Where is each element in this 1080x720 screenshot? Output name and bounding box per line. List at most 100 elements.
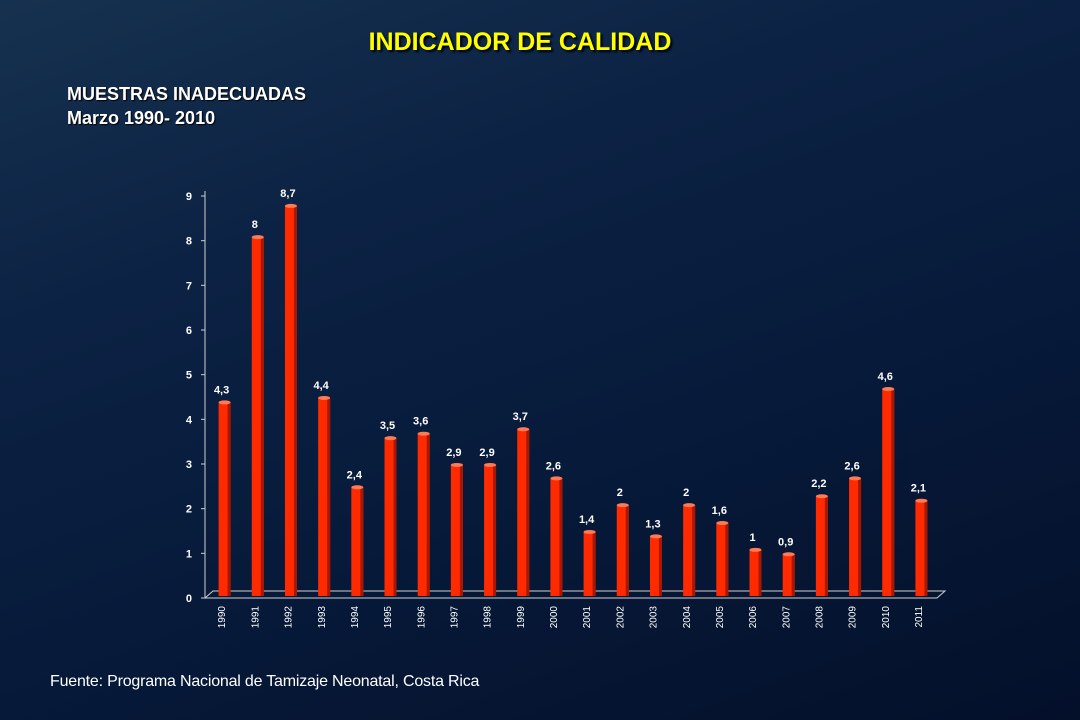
bar xyxy=(616,503,629,596)
x-tick-label: 1994 xyxy=(350,606,361,629)
chart-x-ticks: 1990 1991 1992 1993 1994 1995 1996 1997 1998 1999… xyxy=(217,606,925,629)
bar-top xyxy=(716,521,729,526)
bar xyxy=(649,534,662,596)
bar-side xyxy=(393,438,397,596)
bar-top xyxy=(484,462,497,467)
bar-top xyxy=(351,485,364,490)
bar xyxy=(417,431,430,596)
bar-value-label: 2,9 xyxy=(446,447,461,459)
bar xyxy=(517,427,530,596)
bar-side xyxy=(559,478,563,596)
y-tick-label: 7 xyxy=(186,280,192,292)
bar-side xyxy=(592,531,596,596)
bar-value-label: 0,9 xyxy=(778,536,793,548)
bar-value-label: 8 xyxy=(252,219,258,231)
x-tick-label: 1993 xyxy=(317,606,328,629)
bar-side xyxy=(293,205,297,596)
chart-subtitle: MUESTRAS INADECUADAS xyxy=(67,84,307,104)
bar-side xyxy=(692,505,696,596)
x-tick-label: 2010 xyxy=(881,606,892,629)
bar-front xyxy=(251,237,264,596)
bar-top xyxy=(517,427,530,432)
bar xyxy=(284,203,297,596)
bar-top xyxy=(417,431,430,436)
bar xyxy=(318,395,331,596)
bar xyxy=(583,529,596,596)
bar-value-label: 3,5 xyxy=(380,420,395,432)
bar-side xyxy=(360,487,364,596)
bar-value-label: 4,3 xyxy=(214,384,229,396)
bar xyxy=(384,436,397,596)
bar-value-label: 1,3 xyxy=(645,518,660,530)
x-tick-label: 1999 xyxy=(516,606,527,629)
bar-side xyxy=(891,389,895,596)
x-tick-label: 1990 xyxy=(217,606,228,629)
bar-top xyxy=(318,395,331,400)
bar-value-label: 2,9 xyxy=(479,447,494,459)
x-tick-label: 2007 xyxy=(781,606,792,629)
chart-axes xyxy=(203,191,947,599)
bar-value-label: 2,4 xyxy=(347,469,363,481)
bar-value-label: 2 xyxy=(617,487,623,499)
y-tick-label: 6 xyxy=(186,325,192,337)
bar xyxy=(218,400,231,596)
bar-side xyxy=(227,402,231,596)
bar xyxy=(550,476,563,596)
bar-value-label: 2 xyxy=(683,487,689,499)
x-tick-label: 2006 xyxy=(748,606,759,629)
bar-value-label: 2,6 xyxy=(844,460,859,472)
bar-top xyxy=(284,203,297,208)
bar-top xyxy=(550,476,563,481)
bar-value-label: 1 xyxy=(749,532,755,544)
bar-value-label: 4,6 xyxy=(878,371,893,383)
chart-value-labels: 4,3 8 8,7 4,4 2,4 3,5 3,6 2,9 2,9 3,7 2,6 1,4 2 1,3 2 1… xyxy=(214,188,926,548)
x-tick-label: 2009 xyxy=(848,606,859,629)
bar-side xyxy=(260,237,264,596)
bar xyxy=(716,521,729,596)
bar-side xyxy=(924,500,928,596)
bar xyxy=(683,503,696,596)
bar xyxy=(749,547,762,596)
bar-top xyxy=(815,494,828,499)
bar xyxy=(915,498,928,596)
bar-value-label: 1,4 xyxy=(579,514,595,526)
bar-side xyxy=(791,554,795,596)
bar-side xyxy=(526,429,530,596)
x-tick-label: 1998 xyxy=(483,606,494,629)
bar-top xyxy=(384,436,397,441)
x-tick-label: 2002 xyxy=(615,606,626,629)
bar-side xyxy=(625,505,629,596)
bar xyxy=(351,485,364,596)
x-tick-label: 2008 xyxy=(815,606,826,629)
bar-top xyxy=(882,387,895,392)
bar-value-label: 2,1 xyxy=(911,483,926,495)
x-tick-label: 2001 xyxy=(582,606,593,629)
chart-bars xyxy=(218,203,928,596)
x-tick-label: 1992 xyxy=(284,606,295,629)
bar-top xyxy=(782,552,795,557)
bar-value-label: 4,4 xyxy=(313,380,329,392)
bar-side xyxy=(758,549,762,596)
x-tick-label: 2000 xyxy=(549,606,560,629)
bar-value-label: 3,7 xyxy=(513,411,528,423)
bar xyxy=(882,387,895,596)
bar xyxy=(815,494,828,596)
bar-top xyxy=(251,235,264,240)
x-axis-floor xyxy=(203,590,947,599)
y-tick-label: 5 xyxy=(186,370,192,382)
x-tick-label: 1996 xyxy=(416,606,427,629)
bar-side xyxy=(658,536,662,596)
bar xyxy=(450,462,463,596)
bar xyxy=(849,476,862,596)
bar-side xyxy=(327,397,331,596)
bar-top xyxy=(450,462,463,467)
bar-value-label: 2,2 xyxy=(811,478,826,490)
bar-value-label: 8,7 xyxy=(280,188,295,200)
bar xyxy=(251,235,264,596)
x-tick-label: 1997 xyxy=(450,606,461,629)
bar-top xyxy=(218,400,231,405)
bar xyxy=(484,462,497,596)
chart-title: INDICADOR DE CALIDAD xyxy=(368,28,672,56)
y-tick-label: 1 xyxy=(186,548,192,560)
